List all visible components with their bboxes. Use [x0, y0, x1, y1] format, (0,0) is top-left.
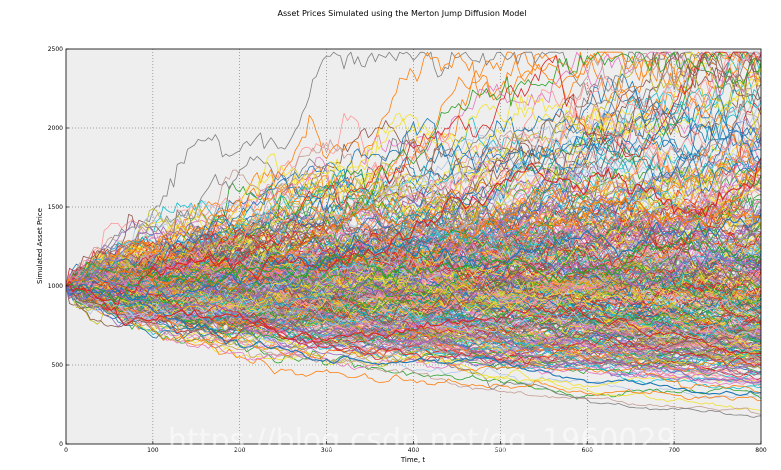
- y-tick-label: 1000: [48, 283, 63, 290]
- series-line: [65, 249, 762, 303]
- series-line: [65, 277, 762, 368]
- y-tick-label: 2500: [48, 46, 63, 53]
- series-line: [65, 243, 762, 310]
- series-line: [65, 282, 761, 382]
- y-tick-label: 0: [59, 441, 63, 448]
- series-line: [65, 278, 762, 394]
- series-line: [65, 279, 762, 365]
- series-line: [65, 79, 762, 288]
- x-tick-label: 800: [755, 447, 767, 454]
- series-line: [65, 94, 762, 287]
- series-line: [65, 245, 762, 348]
- x-axis-label: Time, t: [400, 456, 426, 464]
- series-line: [65, 122, 762, 295]
- series-line: [65, 51, 762, 287]
- series-line: [65, 58, 762, 287]
- series-line: [65, 225, 762, 297]
- series-line: [65, 188, 762, 294]
- series-line: [65, 51, 762, 290]
- series-line: [65, 158, 762, 306]
- series-line: [65, 97, 762, 290]
- series-line: [65, 167, 762, 291]
- series-line: [65, 283, 762, 397]
- series-line: [65, 279, 762, 367]
- series-line: [65, 51, 762, 291]
- series-line: [65, 281, 762, 367]
- series-line: [65, 200, 762, 287]
- series-line: [65, 262, 762, 338]
- series-line: [65, 177, 762, 298]
- series-line: [65, 230, 762, 306]
- series-line: [65, 118, 762, 292]
- series-line: [65, 236, 762, 303]
- series-line: [65, 209, 762, 302]
- series-line: [65, 262, 762, 335]
- series-line: [65, 186, 762, 287]
- x-tick-label: 700: [668, 447, 680, 454]
- series-line: [65, 233, 762, 312]
- series-layer: [65, 51, 762, 418]
- y-tick-label: 500: [52, 362, 64, 369]
- series-line: [65, 214, 762, 305]
- x-tick-label: 500: [495, 447, 507, 454]
- watermark-url: https://blog.csdn.net/qq_1960029: [168, 423, 676, 458]
- series-line: [65, 285, 762, 384]
- series-line: [65, 214, 762, 338]
- series-line: [65, 284, 762, 355]
- series-line: [65, 118, 762, 316]
- series-line: [65, 285, 762, 400]
- x-axis: 0 100 200 300 400 500 600 700 800: [64, 441, 767, 454]
- series-line: [65, 267, 762, 343]
- series-line: [65, 51, 762, 291]
- x-tick-label: 400: [408, 447, 420, 454]
- x-tick-label: 200: [234, 447, 246, 454]
- series-line: [65, 274, 762, 327]
- y-axis: 0 500 1000 1500 2000 2500: [48, 46, 69, 448]
- watermark-credit: @稀土掘金技术社区: [630, 450, 729, 464]
- series-line: [66, 51, 762, 295]
- series-line: [65, 225, 762, 305]
- x-tick-label: 0: [64, 447, 68, 454]
- series-line: [65, 209, 762, 290]
- chart-title: Asset Prices Simulated using the Merton …: [278, 9, 527, 18]
- x-tick-label: 600: [582, 447, 594, 454]
- series-line: [65, 265, 762, 385]
- series-line: [65, 213, 762, 302]
- y-tick-label: 1500: [48, 204, 63, 211]
- series-line: [65, 268, 762, 317]
- series-line: [65, 266, 762, 333]
- x-tick-label: 100: [147, 447, 159, 454]
- series-line: [65, 278, 762, 339]
- series-line: [65, 226, 762, 327]
- x-tick-label: 300: [321, 447, 333, 454]
- y-axis-label: Simulated Asset Price: [36, 208, 44, 284]
- y-tick-label: 2000: [48, 125, 63, 132]
